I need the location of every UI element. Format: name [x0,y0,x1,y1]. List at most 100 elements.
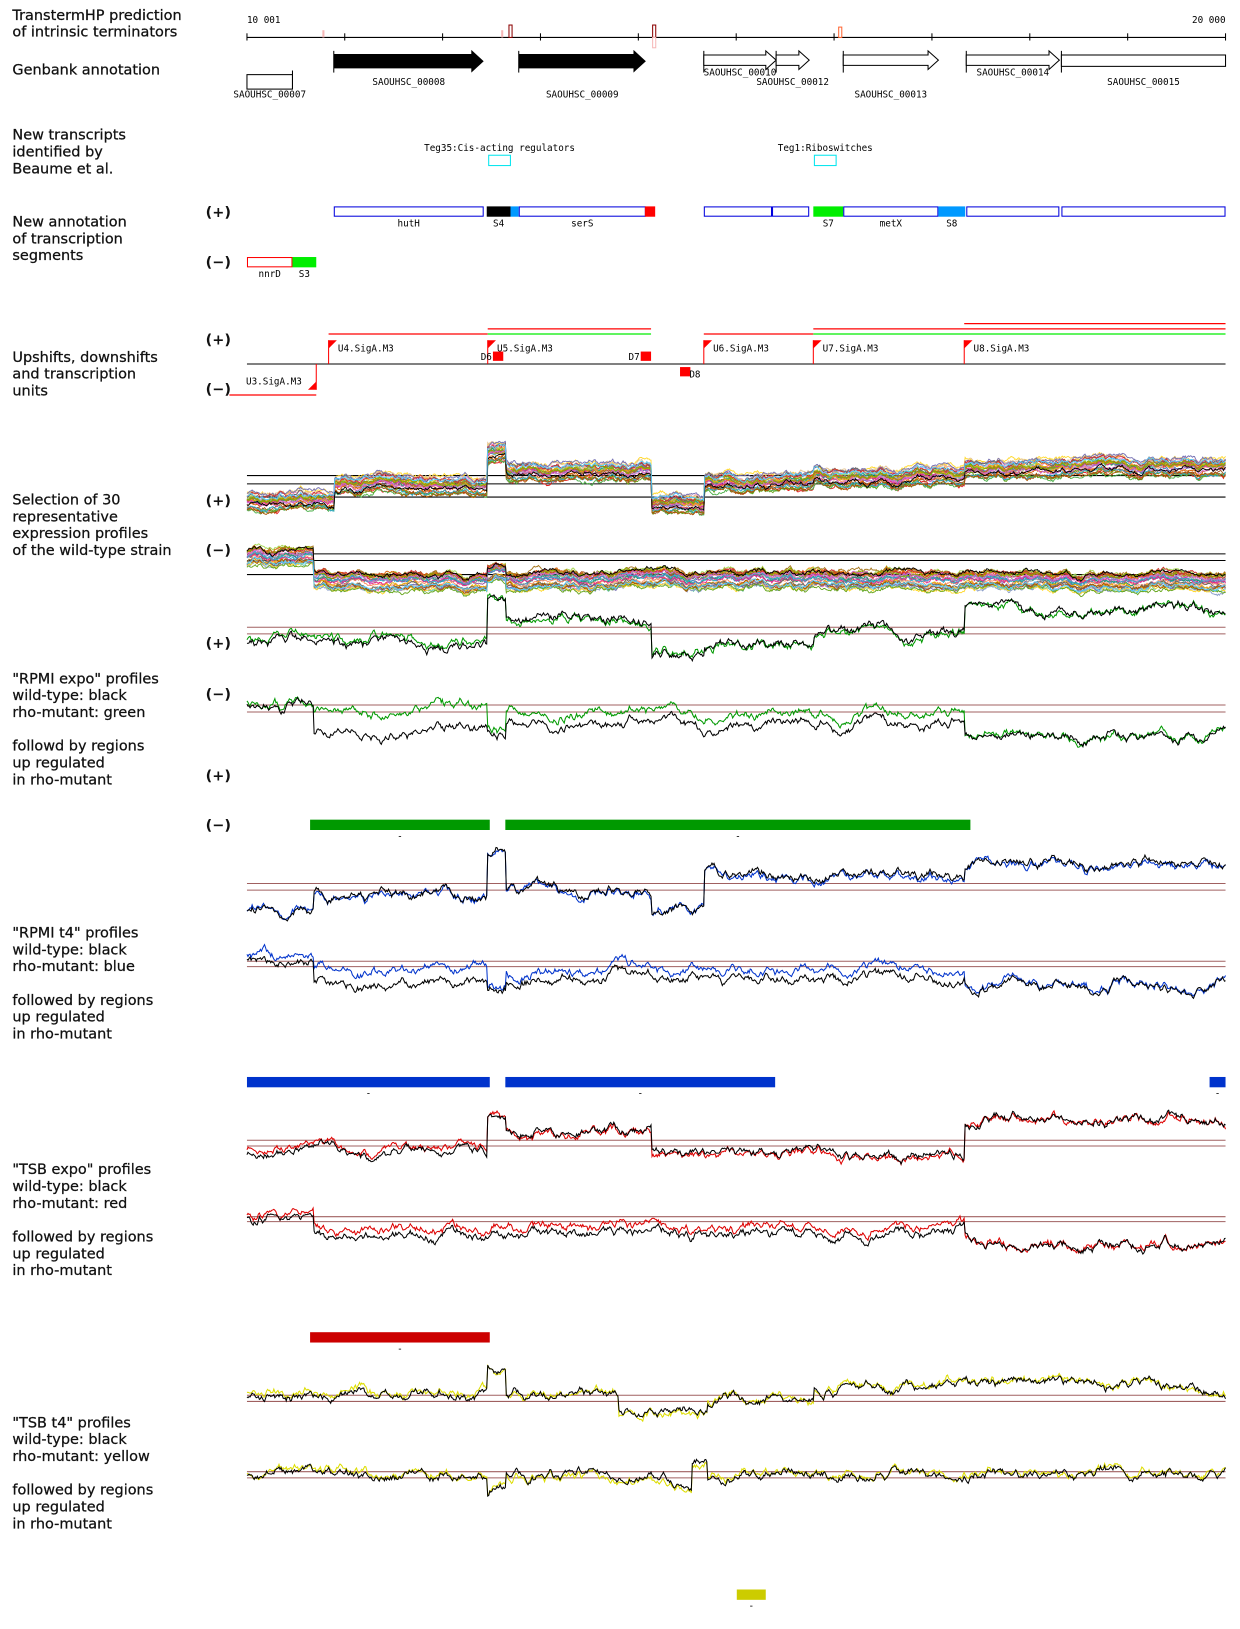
shift-u6[interactable]: U6.SigA.M3 [703,340,769,364]
section-label: New transcripts [12,128,126,144]
terminator-mark[interactable] [322,30,325,38]
transcription-segment[interactable] [1061,206,1226,217]
upregulated-region-bar[interactable] [505,819,971,830]
strand-label-minus: (−) [206,818,231,834]
transcript-box[interactable] [488,154,511,167]
expression-profile-line [246,548,1226,585]
terminator-mark[interactable] [838,26,843,38]
segment-label: metX [880,219,903,230]
upregulated-region-bar[interactable] [310,819,490,830]
gene-arrow [333,49,484,73]
upregulated-region-bar[interactable] [505,1076,776,1088]
transcription-segment[interactable] [966,206,1060,217]
transcription-segment[interactable] [518,206,646,217]
gene-label: SAOUHSC_00015 [1107,77,1180,88]
section-label: Selection of 30 [12,493,120,509]
section-label: wild-type: black [12,942,127,958]
terminator-mark[interactable] [501,30,504,38]
gene-SAOUHSC_00007[interactable]: SAOUHSC_00007 [233,70,306,101]
gene-SAOUHSC_00009[interactable]: SAOUHSC_00009 [518,49,646,101]
profile-line-rho-mutant [246,848,1226,921]
section-label: followed by regions [12,993,153,1009]
strand-label-plus: (+) [206,494,231,510]
gene-SAOUHSC_00012[interactable]: SAOUHSC_00012 [756,49,829,88]
profile-track-rpmi-expo-minus [246,696,1226,749]
expression-profile-line [246,452,1226,512]
section-label: "TSB t4" profiles [12,1415,130,1431]
shift-u7[interactable]: U7.SigA.M3 [812,340,879,364]
shift-d8[interactable]: D8 [680,367,701,380]
profile-track-sel-plus [246,440,1226,516]
transcription-segment[interactable] [843,206,939,217]
region-strand-mark: - [735,831,741,842]
gene-SAOUHSC_00015[interactable]: SAOUHSC_00015 [1060,50,1227,88]
segment-label: S7 [823,219,834,230]
profile-track-tsb-t4-plus [246,1364,1226,1423]
profile-track-rpmi-expo-plus [246,592,1226,663]
transcript-label: Teg1:Riboswitches [778,143,873,154]
shift-d6[interactable]: D6 [481,351,504,363]
profile-track-rpmi-t4-minus [246,943,1226,1000]
expression-profile-line [246,559,1226,596]
upregulated-regions-tsb-t4: - [736,1589,766,1612]
profile-line-wild-type [246,594,1226,663]
section-label: followed by regions [12,1229,153,1245]
shift-d7[interactable]: D7 [629,351,652,363]
transcription-segment[interactable] [510,206,519,217]
gene-label: SAOUHSC_00010 [704,68,777,79]
expression-profile-line [246,545,1226,583]
section-label: rho-mutant: blue [12,959,135,975]
axis-end-label: 20 000 [1192,15,1226,26]
terminator-mark[interactable] [652,24,657,38]
gene-SAOUHSC_00010[interactable]: SAOUHSC_00010 [703,49,777,79]
profile-line-rho-mutant [246,943,1226,997]
gene-label: SAOUHSC_00008 [372,77,445,88]
gene-label: SAOUHSC_00007 [233,89,306,100]
transcription-segment[interactable] [333,206,484,217]
segment-label: S3 [299,269,310,280]
section-label: in rho-mutant [12,1027,112,1043]
upregulated-regions-rpmi-t4: --- [246,1076,1226,1100]
upregulated-region-bar[interactable] [1209,1076,1226,1088]
strand-label-plus: (+) [206,768,231,784]
gene-SAOUHSC_00013[interactable]: SAOUHSC_00013 [842,49,940,101]
transcript-label: Teg35:Cis-acting regulators [424,143,575,154]
transcription-segment[interactable] [938,206,966,217]
upregulated-region-bar[interactable] [310,1332,490,1343]
transcription-segment[interactable] [486,206,511,217]
shift-u8[interactable]: U8.SigA.M3 [963,340,1029,364]
transcription-segment[interactable] [813,206,844,217]
profile-line-rho-mutant [246,1461,1226,1497]
terminator-mark[interactable] [508,24,513,38]
section-label: representative [12,509,118,525]
shift-u4[interactable]: U4.SigA.M3 [328,340,394,364]
terminator-tail [652,36,657,49]
upregulated-region-bar[interactable] [246,1076,490,1088]
profile-track-tsb-t4-minus [246,1458,1226,1497]
transcription-segment[interactable] [772,206,810,217]
section-label: identified by [12,145,103,161]
upshift-flag-icon [813,340,822,349]
gene-SAOUHSC_00014[interactable]: SAOUHSC_00014 [965,49,1061,79]
strand-label-plus: (+) [206,636,231,652]
segment-label: serS [571,219,593,230]
profile-line-wild-type [246,955,1226,1000]
downshift-box [492,351,504,361]
segment-label: S8 [946,219,957,230]
shift-u3[interactable]: U3.SigA.M3 [246,363,317,390]
expression-profiles: - -- - --- [246,440,1227,1612]
profile-line-wild-type [246,1458,1226,1497]
profile-line-rho-mutant [246,1206,1226,1255]
section-label: in rho-mutant [12,1263,112,1279]
gene-SAOUHSC_00008[interactable]: SAOUHSC_00008 [333,49,484,88]
transcription-segment[interactable] [292,257,317,268]
section-label: in rho-mutant [12,772,112,788]
shift-label: U7.SigA.M3 [823,344,879,355]
transcription-segment[interactable] [644,206,656,217]
transcription-segment[interactable] [703,206,773,217]
segment-label: S4 [493,219,505,230]
transcription-segment[interactable] [246,257,293,268]
upregulated-region-bar[interactable] [736,1589,766,1600]
transcript-box[interactable] [813,154,837,167]
genome-axis: 10 001 20 000 [246,15,1227,49]
